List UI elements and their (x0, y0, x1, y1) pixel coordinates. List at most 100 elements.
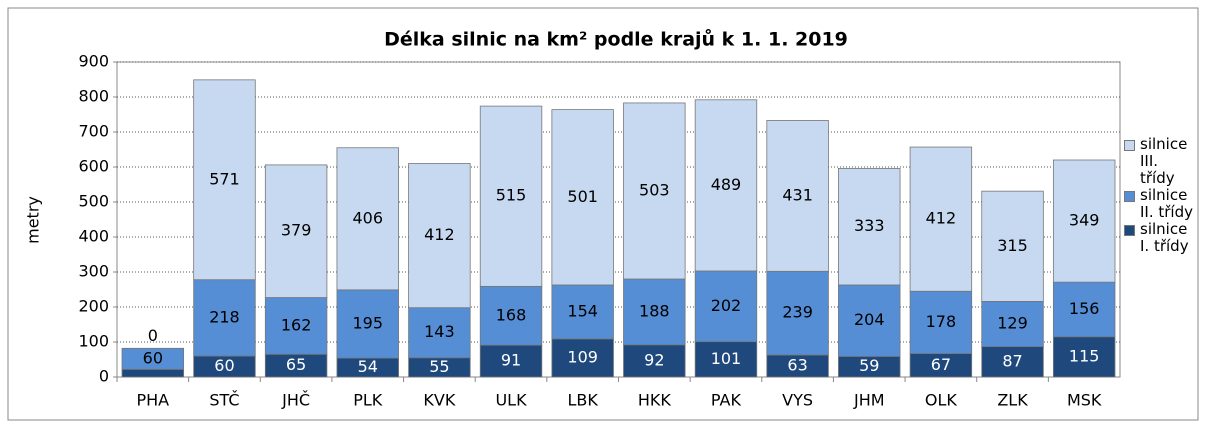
x-tick-label: STČ (209, 391, 239, 410)
data-label: 503 (639, 180, 670, 199)
data-label: 60 (143, 348, 163, 367)
bar-segment (121, 368, 185, 378)
bar-segment (838, 167, 901, 286)
x-tick-label: VYS (782, 391, 813, 410)
x-tick-label: OLK (925, 391, 958, 410)
data-label: 239 (782, 303, 813, 322)
bar-segment (408, 307, 471, 359)
data-label: 59 (859, 356, 879, 375)
data-label: 188 (639, 301, 670, 320)
x-tick-label: HKK (638, 391, 672, 410)
data-label: 431 (782, 185, 813, 204)
data-label: 571 (209, 169, 240, 188)
x-tick-label: PAK (711, 391, 742, 410)
legend-item: silnice III. třídy (1124, 136, 1194, 187)
y-tick-label: 400 (78, 227, 109, 246)
legend-item: silnice I. třídy (1124, 221, 1194, 255)
data-label: 412 (926, 209, 957, 228)
bar-segment (264, 297, 328, 355)
data-label: 0 (148, 326, 158, 345)
data-label: 412 (424, 225, 455, 244)
data-label: 55 (429, 357, 449, 376)
bar-segment (193, 79, 256, 281)
chart-title: Délka silnic na km² podle krajů k 1. 1. … (384, 28, 848, 51)
data-label: 168 (496, 305, 527, 324)
data-label: 379 (281, 221, 312, 240)
y-tick-label: 500 (78, 192, 109, 211)
bar-segment (981, 300, 1044, 347)
bar-segment (1052, 159, 1116, 283)
y-tick-label: 900 (78, 52, 109, 71)
y-tick-label: 100 (78, 332, 109, 351)
data-label: 154 (567, 301, 598, 320)
bar-segment (264, 164, 328, 298)
legend-label: silnice I. třídy (1140, 220, 1189, 255)
data-label: 156 (1069, 299, 1100, 318)
y-tick-label: 300 (78, 262, 109, 281)
y-tick-label: 700 (78, 122, 109, 141)
x-tick-label: JHČ (281, 391, 310, 410)
bar-segment (479, 344, 543, 378)
data-label: 195 (352, 313, 383, 332)
data-label: 60 (214, 356, 234, 375)
bar-segment (981, 190, 1044, 302)
bar-segment (981, 346, 1044, 378)
legend: silnice III. třídy silnice II. třídy silni… (1124, 136, 1194, 255)
legend-label: silnice III. třídy (1140, 135, 1188, 187)
bar-segment (623, 102, 686, 280)
chart-frame (7, 7, 1199, 421)
bar-segment (1052, 336, 1116, 378)
legend-swatch (1124, 191, 1135, 202)
data-label: 109 (567, 347, 598, 366)
data-label: 204 (854, 310, 885, 329)
bar-segment (694, 341, 758, 378)
x-tick-label: LBK (567, 391, 598, 410)
bar-segment (551, 109, 614, 286)
y-tick-label: 200 (78, 297, 109, 316)
bar-segment (408, 163, 471, 309)
y-axis-label: metry (24, 196, 43, 244)
bar-segment (479, 105, 543, 287)
data-label: 162 (281, 315, 312, 334)
data-label: 101 (711, 349, 742, 368)
y-tick-label: 0 (99, 367, 109, 386)
data-label: 91 (501, 351, 521, 370)
legend-swatch (1124, 140, 1135, 151)
bar-segment (694, 99, 758, 272)
x-tick-label: KVK (423, 391, 455, 410)
bar-segment (838, 284, 901, 357)
data-label: 115 (1069, 346, 1100, 365)
x-tick-label: ZLK (997, 391, 1028, 410)
bar-segment (909, 146, 973, 292)
data-label: 501 (567, 187, 598, 206)
data-label: 515 (496, 186, 527, 205)
bar-segment (551, 338, 614, 378)
data-label: 315 (997, 236, 1028, 255)
x-tick-label: PHA (137, 391, 170, 410)
y-tick-label: 800 (78, 87, 109, 106)
data-label: 143 (424, 322, 455, 341)
bar-segment (121, 347, 185, 370)
bar-segment (336, 289, 399, 359)
data-label: 489 (711, 175, 742, 194)
bar-segment (623, 278, 686, 346)
data-label: 178 (926, 312, 957, 331)
data-label: 333 (854, 216, 885, 235)
x-tick-label: ULK (495, 391, 527, 410)
legend-swatch (1124, 225, 1135, 236)
x-tick-label: JHM (853, 391, 885, 410)
data-label: 202 (711, 296, 742, 315)
data-label: 349 (1069, 211, 1100, 230)
data-label: 218 (209, 307, 240, 326)
data-label: 92 (644, 350, 664, 369)
data-label: 63 (787, 355, 807, 374)
data-label: 67 (931, 355, 951, 374)
bar-segment (479, 285, 543, 346)
bar-segment (694, 270, 758, 343)
data-label: 406 (352, 208, 383, 227)
data-label: 65 (286, 355, 306, 374)
bar-segment (336, 147, 399, 291)
legend-item: silnice II. třídy (1124, 187, 1194, 221)
